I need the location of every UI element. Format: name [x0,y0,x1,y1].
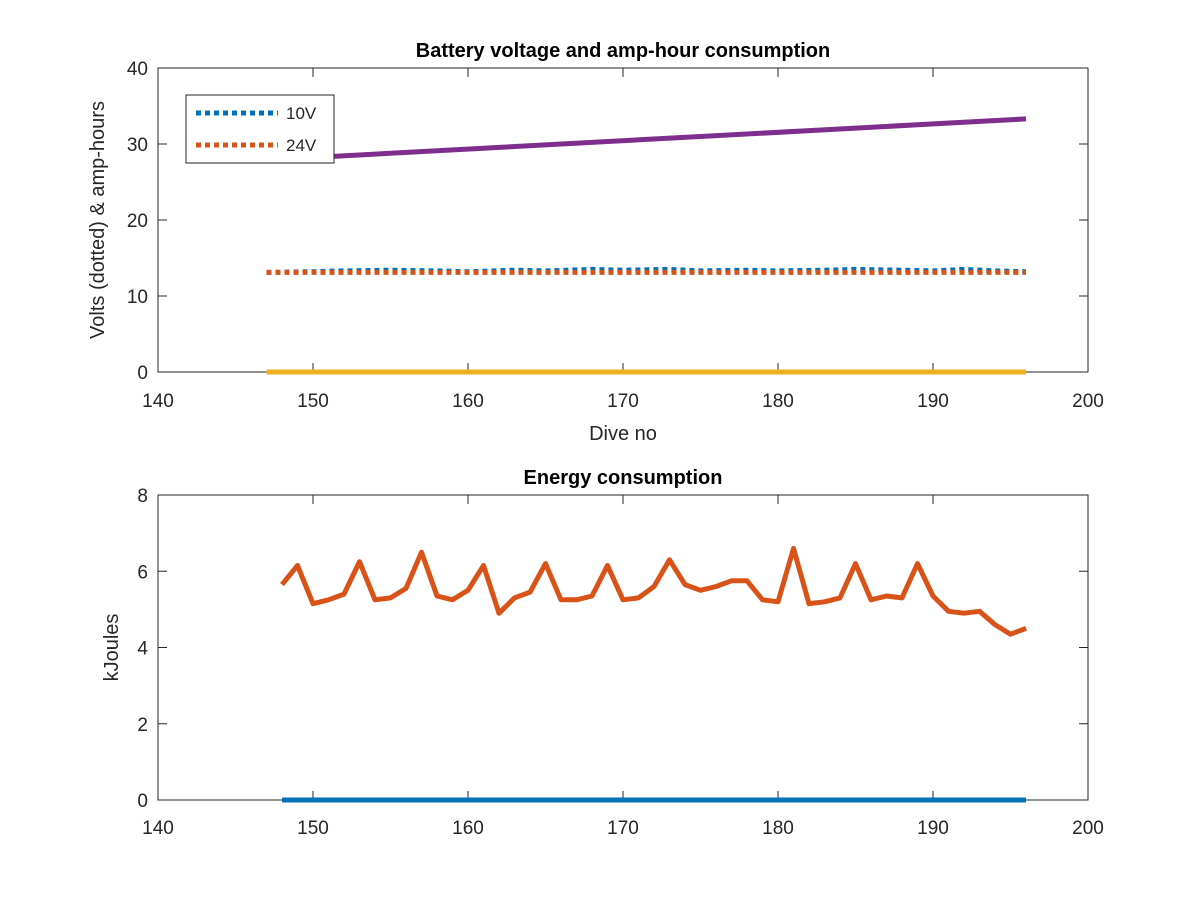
chart-title: Battery voltage and amp-hour consumption [416,40,830,62]
x-tick-label: 170 [607,391,639,412]
y-tick-label: 0 [137,791,148,812]
x-tick-label: 180 [762,391,794,412]
y-tick-label: 20 [127,211,148,232]
series-purple-line [266,116,1027,163]
x-tick-label: 180 [762,818,794,839]
x-tick-label: 160 [452,818,484,839]
x-tick-label: 190 [917,391,949,412]
battery-voltage-axes: 140 150 160 170 180 190 200 0 10 20 30 40 Battery vo… [87,40,1104,445]
y-tick-label: 8 [137,486,148,507]
x-tick-label: 200 [1072,818,1104,839]
y-axis-label: Volts (dotted) & amp-hours [87,101,109,339]
legend: 10V 24V [185,94,335,164]
legend-label-10v: 10V [286,104,317,123]
chart-title: Energy consumption [524,467,723,489]
x-tick-label: 190 [917,818,949,839]
y-tick-label: 6 [137,562,148,583]
series-orange-line [280,545,1027,637]
legend-box [185,94,335,164]
y-tick-label: 0 [137,363,148,384]
legend-label-24v: 24V [286,136,317,155]
y-tick-label: 4 [137,639,148,660]
x-tick-label: 150 [297,391,329,412]
energy-consumption-axes: 140 150 160 170 180 190 200 0 2 4 6 8 Energy consump… [101,467,1104,839]
x-tick-label: 140 [142,818,174,839]
x-axis-label: Dive no [589,423,657,445]
y-axis-label: kJoules [101,614,123,682]
x-tick-label: 170 [607,818,639,839]
x-tick-label: 150 [297,818,329,839]
y-tick-label: 10 [127,287,148,308]
y-tick-label: 40 [127,59,148,80]
y-tick-label: 2 [137,715,148,736]
x-tick-label: 140 [142,391,174,412]
x-tick-label: 200 [1072,391,1104,412]
y-tick-label: 30 [127,135,148,156]
x-tick-label: 160 [452,391,484,412]
